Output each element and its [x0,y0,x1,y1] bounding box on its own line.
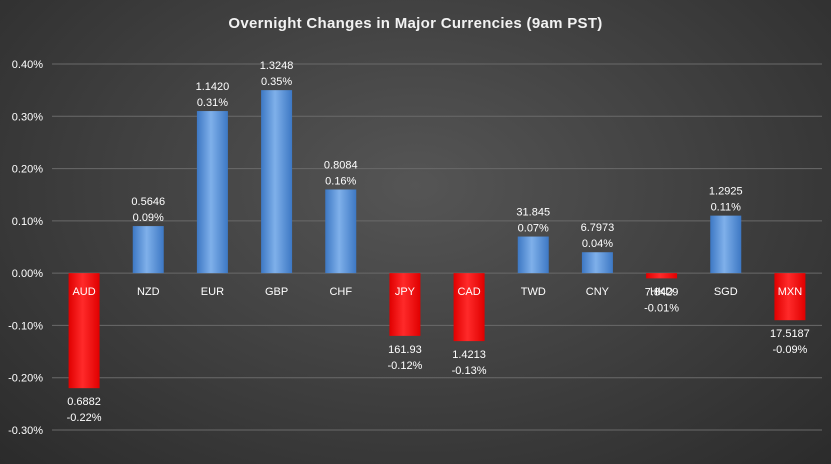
category-label: JPY [395,286,416,298]
percent-label: 0.11% [711,202,742,214]
category-label: TWD [521,286,546,298]
y-tick-label: 0.30% [12,111,43,123]
percent-label: -0.22% [67,412,102,424]
y-axis-ticks: 0.40% 0.30% 0.20% 0.10% 0.00% -0.10% -0.20% -0.… [8,59,43,437]
rate-label: 1.1420 [196,81,230,93]
percent-label: -0.01% [644,302,679,314]
bar-aud [68,273,100,389]
rate-label: 6.7973 [581,222,615,234]
bar-cny [581,252,613,274]
category-label: CNY [586,286,610,298]
bar-cad [453,273,485,342]
y-tick-label: -0.20% [8,373,43,385]
percent-label: -0.09% [772,344,807,356]
category-label: MXN [778,286,803,298]
bars [68,90,806,389]
percent-label: 0.35% [261,76,292,88]
rate-label: 0.6882 [67,396,101,408]
category-label: HKD [650,286,673,298]
percent-label: 0.09% [133,212,164,224]
rate-label: 1.3248 [260,60,294,72]
category-label: CHF [329,286,352,298]
y-tick-label: 0.00% [12,268,43,280]
bar-chf [325,189,357,274]
rate-label: 1.4213 [452,349,486,361]
bar-twd [517,236,549,274]
y-tick-label: -0.30% [8,425,43,437]
category-label: GBP [265,286,288,298]
rate-label: 0.5646 [131,196,165,208]
category-label: CAD [457,286,480,298]
gridlines [52,63,822,431]
percent-label: 0.16% [325,175,356,187]
percent-label: 0.31% [197,97,228,109]
category-label: EUR [201,286,224,298]
y-tick-label: 0.20% [12,164,43,176]
percent-label: -0.12% [387,360,422,372]
rate-label: 0.8084 [324,159,358,171]
category-label: NZD [137,286,160,298]
rate-label: 31.845 [516,207,550,219]
bar-sgd [710,215,742,274]
category-label: AUD [72,286,95,298]
y-tick-label: -0.10% [8,320,43,332]
data-labels: AUD 0.6882 -0.22% NZD 0.5646 0.09% EUR 1.1420 0.… [67,60,810,424]
percent-label: 0.07% [518,223,549,235]
rate-label: 161.93 [388,344,422,356]
rate-label: 7.8429 [645,286,679,298]
y-tick-label: 0.40% [12,59,43,71]
bar-nzd [132,226,164,274]
chart-title: Overnight Changes in Major Currencies (9… [228,15,603,32]
rate-label: 1.2925 [709,186,743,198]
bar-hkd [646,273,678,279]
bar-eur [196,111,228,274]
bar-jpy [389,273,421,336]
percent-label: -0.13% [452,365,487,377]
percent-label: 0.04% [582,238,613,250]
y-tick-label: 0.10% [12,216,43,228]
bar-gbp [261,90,293,274]
rate-label: 17.5187 [770,328,810,340]
bar-mxn [774,273,806,321]
category-label: SGD [714,286,738,298]
